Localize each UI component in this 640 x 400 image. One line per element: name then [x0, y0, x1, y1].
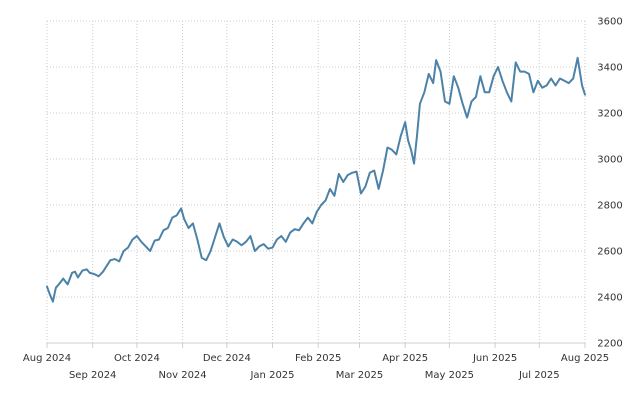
y-tick-label: 2800: [597, 201, 622, 212]
x-tick-label: Feb 2025: [295, 353, 341, 364]
x-tick-label: Jul 2025: [518, 370, 560, 381]
x-tick-label: Nov 2024: [159, 370, 207, 381]
y-tick-label: 2600: [597, 247, 622, 258]
y-tick-label: 3600: [597, 17, 622, 28]
x-tick-label: Jun 2025: [472, 353, 517, 364]
x-tick-label: Aug 2024: [23, 353, 71, 364]
y-tick-label: 2200: [597, 339, 622, 350]
x-tick-label: Aug 2025: [561, 353, 609, 364]
y-tick-label: 3200: [597, 109, 622, 120]
y-tick-label: 3400: [597, 63, 622, 74]
grid-lines: [46, 20, 586, 344]
x-tick-label: Dec 2024: [203, 353, 251, 364]
x-axis: Aug 2024 Oct 2024 Dec 2024 Feb 2025 Apr 2025…: [23, 342, 609, 381]
series-layer: [46, 56, 586, 303]
x-tick-label: Oct 2024: [114, 353, 160, 364]
x-tick-label: Sep 2024: [69, 370, 116, 381]
x-tick-label: Apr 2025: [382, 353, 428, 364]
y-tick-label: 2400: [597, 293, 622, 304]
x-tick-label: Mar 2025: [336, 370, 384, 381]
x-tick-label: Jan 2025: [249, 370, 294, 381]
y-tick-label: 3000: [597, 155, 622, 166]
x-tick-label: May 2025: [425, 370, 474, 381]
series-line: [46, 56, 586, 303]
y-axis: 2200 2400 2600 2800 3000 3200 3400 3600: [597, 17, 622, 350]
